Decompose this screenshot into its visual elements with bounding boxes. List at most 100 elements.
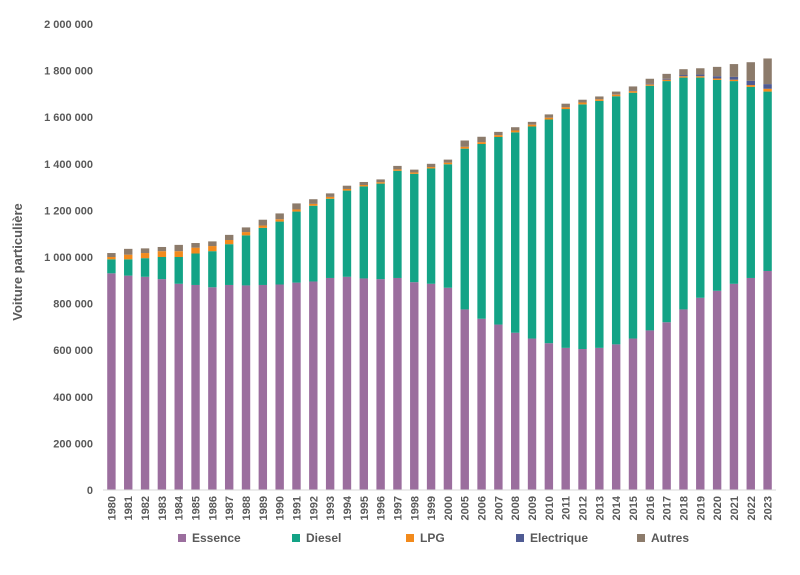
legend-label-diesel: Diesel	[306, 531, 341, 545]
bar-segment-diesel-2011	[561, 109, 570, 348]
x-tick-label: 1983	[157, 496, 169, 520]
bar-segment-essence-1997	[393, 277, 402, 490]
bar-segment-essence-1984	[174, 283, 183, 490]
y-tick-label: 1 600 000	[44, 112, 93, 124]
bar-segment-lpg-2017	[662, 79, 671, 82]
x-tick-label: 1993	[325, 496, 337, 520]
bar-segment-essence-2009	[527, 338, 537, 490]
y-tick-label: 1 000 000	[44, 252, 93, 264]
x-tick-label: 2011	[561, 496, 573, 520]
bar-segment-essence-1993	[325, 277, 335, 490]
bar-segment-lpg-1994	[342, 188, 352, 191]
bar-segment-diesel-2021	[729, 81, 739, 284]
bar-segment-autres-1994	[342, 185, 352, 189]
x-tick-label: 2009	[527, 496, 539, 520]
bar-segment-diesel-1982	[140, 258, 150, 277]
bar-segment-lpg-2019	[696, 76, 705, 78]
bar-segment-lpg-1989	[258, 225, 268, 228]
x-tick-label: 1997	[392, 496, 404, 520]
bar-segment-autres-2005	[460, 140, 469, 147]
x-tick-label: 2014	[611, 495, 623, 520]
y-axis-label: Voiture particulière	[10, 203, 25, 321]
bar-segment-essence-1983	[157, 279, 167, 490]
x-tick-label: 2000	[443, 496, 455, 520]
bar-segment-essence-1987	[224, 284, 234, 490]
bar-segment-essence-2018	[679, 309, 688, 490]
bar-segment-essence-1981	[124, 275, 133, 490]
bar-segment-diesel-1998	[410, 173, 419, 283]
bar-segment-essence-2015	[628, 338, 638, 490]
bar-segment-autres-2019	[696, 68, 705, 75]
bar-segment-autres-2008	[511, 127, 520, 131]
bar-segment-lpg-2007	[494, 135, 503, 137]
bar-segment-diesel-1985	[191, 253, 200, 285]
x-tick-label: 2023	[763, 496, 775, 520]
x-tick-label: 1984	[174, 495, 186, 520]
bar-segment-diesel-1997	[393, 170, 402, 278]
bar-segment-essence-2011	[561, 347, 570, 490]
bar-segment-lpg-1983	[157, 251, 167, 257]
bar-segment-diesel-1999	[426, 168, 436, 284]
x-tick-label: 1990	[275, 496, 287, 520]
bar-segment-essence-2005	[460, 309, 469, 490]
x-tick-label: 2005	[460, 496, 472, 520]
bar-segment-autres-2006	[477, 136, 486, 143]
legend-label-essence: Essence	[192, 531, 241, 545]
bar-segment-diesel-2008	[511, 132, 520, 333]
bar-segment-electrique-2019	[696, 74, 705, 77]
bar-segment-essence-1990	[275, 284, 284, 490]
bar-segment-diesel-1994	[342, 190, 352, 277]
bar-segment-autres-1992	[309, 199, 318, 204]
bar-segment-electrique-2017	[662, 78, 671, 80]
legend-swatch-lpg	[406, 534, 414, 542]
x-tick-label: 1992	[308, 496, 320, 520]
bar-segment-lpg-1981	[124, 254, 133, 260]
x-tick-label: 1980	[106, 496, 118, 520]
bar-segment-autres-1986	[208, 241, 217, 247]
bar-segment-autres-2022	[746, 62, 755, 81]
bar-segment-electrique-2016	[645, 83, 655, 85]
y-tick-label: 800 000	[53, 299, 93, 311]
legend-swatch-diesel	[292, 534, 300, 542]
bar-segment-autres-2020	[712, 66, 722, 77]
x-tick-label: 2018	[678, 496, 690, 520]
bar-segment-essence-1986	[208, 287, 217, 490]
bar-segment-diesel-2020	[712, 79, 722, 291]
bar-segment-essence-1982	[140, 276, 150, 490]
bar-segment-autres-1993	[325, 193, 335, 197]
bar-segment-autres-2011	[561, 103, 570, 108]
bar-segment-lpg-1985	[191, 247, 200, 254]
bar-segment-essence-2014	[611, 344, 621, 491]
bar-segment-lpg-1996	[376, 182, 385, 184]
x-tick-label: 1989	[258, 496, 270, 520]
bar-segment-autres-1985	[191, 243, 200, 248]
bar-segment-essence-1991	[292, 282, 301, 490]
bar-segment-essence-1992	[309, 281, 318, 490]
bar-segment-diesel-2023	[763, 91, 772, 271]
bar-segment-lpg-1984	[174, 251, 183, 257]
bar-segment-diesel-1993	[325, 198, 335, 278]
bar-segment-autres-1987	[224, 234, 234, 240]
bar-segment-lpg-2000	[443, 162, 453, 165]
bar-segment-autres-1996	[376, 179, 385, 183]
bar-segment-electrique-2021	[729, 76, 739, 80]
y-tick-label: 1 200 000	[44, 205, 93, 217]
bar-segment-lpg-2023	[763, 88, 772, 92]
bar-segment-electrique-2018	[679, 75, 688, 77]
bar-segment-autres-1983	[157, 246, 167, 252]
y-tick-label: 2 000 000	[44, 19, 93, 31]
bar-segment-autres-2014	[611, 91, 621, 95]
bar-segment-essence-2020	[712, 290, 722, 490]
bar-segment-lpg-1988	[241, 232, 251, 236]
bar-segment-essence-2022	[746, 277, 755, 490]
x-tick-label: 1995	[359, 496, 371, 520]
bar-segment-diesel-2009	[527, 126, 537, 339]
bar-segment-lpg-2021	[729, 79, 739, 82]
bar-segment-essence-2023	[763, 270, 772, 490]
bar-segment-lpg-2022	[746, 85, 755, 87]
bar-segment-lpg-2008	[511, 130, 520, 133]
x-tick-label: 2019	[695, 496, 707, 520]
x-tick-label: 1994	[342, 495, 354, 520]
bar-segment-lpg-1987	[224, 239, 234, 245]
bar-segment-essence-1989	[258, 284, 268, 490]
